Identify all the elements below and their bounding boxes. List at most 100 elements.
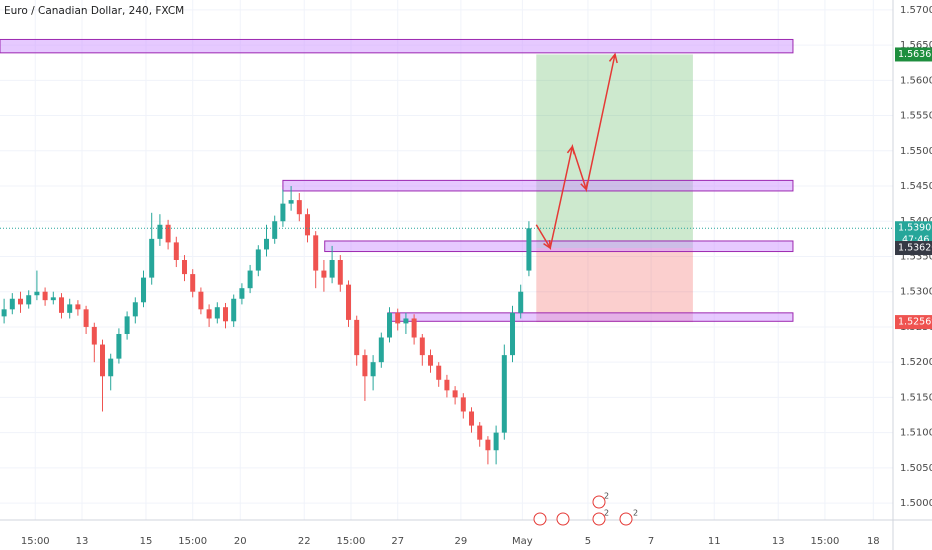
candle-body (231, 298, 237, 322)
candle-body (403, 318, 409, 324)
arrow-head (566, 144, 575, 155)
price-badge (895, 241, 932, 256)
price-badge (895, 47, 932, 62)
candle-body (428, 355, 434, 366)
price-badge-label: 1.52569 (898, 317, 932, 328)
candle-body (305, 214, 311, 236)
candle-body (346, 284, 352, 320)
candle-body (321, 270, 327, 278)
candle-body (1, 309, 7, 317)
candle-body (18, 298, 24, 305)
x-tick-label: 5 (585, 536, 591, 547)
candle-body (378, 337, 384, 363)
x-tick-label: 22 (298, 536, 311, 547)
target-zone (536, 54, 693, 249)
event-icon (592, 512, 606, 526)
candle-body (108, 358, 114, 377)
arrow-head (608, 52, 618, 64)
x-tick-label: May (512, 536, 533, 547)
candle-body (460, 397, 466, 412)
x-tick-label: 15 (140, 536, 153, 547)
candle-body (9, 298, 15, 310)
candle-body (198, 291, 204, 310)
candle-body (501, 355, 507, 433)
price-badge (895, 315, 932, 330)
event-count: 2 (604, 509, 609, 518)
event-icon (592, 495, 606, 509)
countdown-label: 47:46 (902, 235, 929, 246)
candle-body (469, 411, 475, 426)
x-tick-label: 11 (708, 536, 721, 547)
candle-body (100, 344, 106, 377)
x-tick-label: 15:00 (21, 536, 50, 547)
y-tick-label: 1.51500 (900, 392, 932, 403)
candle-body (214, 307, 220, 319)
x-tick-label: 18 (867, 536, 880, 547)
candle-body (206, 309, 212, 319)
candle-body (436, 365, 442, 380)
candle-body (132, 302, 138, 317)
zone (0, 38, 794, 54)
candle-body (526, 228, 532, 271)
candle-body (362, 355, 368, 377)
plot-area (0, 0, 893, 520)
candle-body (75, 304, 81, 310)
candle-body (518, 291, 524, 313)
candle-body (387, 312, 393, 338)
candle-body (26, 295, 32, 305)
candle-body (247, 270, 253, 289)
y-tick-label: 1.51000 (900, 428, 932, 439)
y-tick-label: 1.53000 (900, 287, 932, 298)
candle-body (419, 337, 425, 356)
candle-body (149, 238, 155, 278)
x-tick-label: 13 (76, 536, 89, 547)
candle-body (91, 326, 97, 345)
arrow-head (580, 181, 589, 192)
y-tick-label: 1.55000 (900, 146, 932, 157)
candle-body (337, 260, 343, 285)
candle-body (288, 200, 294, 204)
candle-body (485, 439, 491, 451)
y-tick-label: 1.57000 (900, 5, 932, 16)
event-icon (533, 512, 547, 526)
candle-body (280, 203, 286, 222)
candle-body (157, 224, 163, 239)
candle-body (477, 425, 483, 440)
candle-body (42, 291, 48, 301)
zone (387, 312, 794, 322)
event-count: 2 (633, 509, 638, 518)
candle-body (296, 200, 302, 215)
candle-body (370, 362, 376, 377)
events: 2 2 2 (533, 492, 638, 526)
event-icon (619, 512, 633, 526)
candle-body (141, 277, 147, 303)
y-tick-label: 1.53500 (900, 251, 932, 262)
candle-body (313, 235, 319, 271)
candle-body (34, 291, 40, 296)
x-tick-label: 20 (234, 536, 247, 547)
candle-body (255, 249, 261, 271)
candle-body (493, 432, 499, 451)
candle-body (124, 316, 130, 334)
x-tick-label: 29 (454, 536, 467, 547)
y-tick-label: 1.56000 (900, 75, 932, 86)
price-badge-label: 1.56367 (898, 49, 932, 60)
candle-body (510, 312, 516, 356)
price-badge-label: 1.53620 (898, 243, 932, 254)
x-tick-label: 15:00 (811, 536, 840, 547)
x-tick-label: 15:00 (337, 536, 366, 547)
last-price-label: 1.53901 (898, 223, 932, 234)
candle-body (223, 307, 229, 322)
y-tick-label: 1.54500 (900, 181, 932, 192)
candle-body (452, 390, 458, 398)
candle-body (264, 238, 270, 250)
candle-body (116, 333, 122, 359)
x-tick-label: 27 (391, 536, 404, 547)
x-tick-label: 7 (648, 536, 654, 547)
x-tick-label: 15:00 (178, 536, 207, 547)
zone (324, 240, 794, 253)
candle-body (59, 297, 65, 313)
